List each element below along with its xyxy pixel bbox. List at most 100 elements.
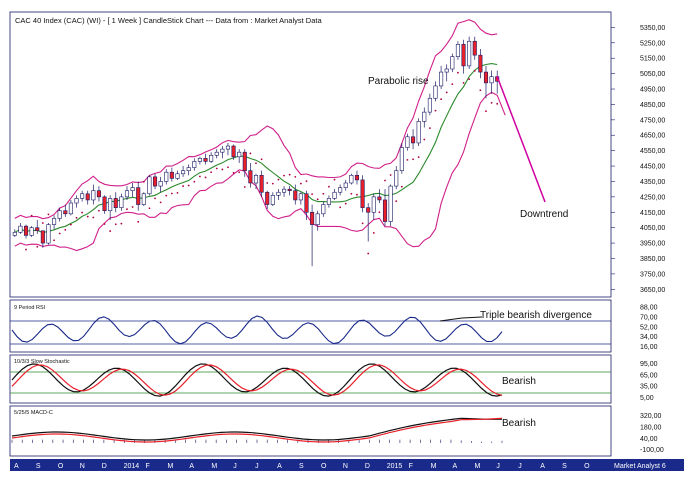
candle (68, 199, 73, 216)
candle-body-up (181, 170, 186, 175)
candle-body-up (321, 204, 326, 215)
chart-title: CAC 40 Index (CAC) (WI) - [ 1 Week ] Can… (15, 16, 322, 25)
candle (130, 183, 135, 197)
candle-body-up (214, 151, 219, 156)
indicator-tick-label: 65,00 (640, 372, 658, 379)
psar-dot (384, 179, 386, 182)
price-tick-label: 4150,00 (640, 210, 665, 217)
candle-body-down (136, 187, 141, 205)
psar-dot (496, 102, 499, 105)
psar-dot (137, 220, 140, 223)
psar-dot (311, 193, 313, 195)
indicator-tick-label: 5,00 (640, 395, 654, 402)
date-axis-label: A (540, 463, 545, 470)
date-axis-label: O (58, 463, 64, 470)
annotation-stochastic-bearish: Bearish (502, 376, 536, 387)
date-axis-label: M (167, 463, 173, 470)
price-tick-label: 5150,00 (640, 56, 665, 63)
candle (282, 186, 287, 197)
candle-body-down (96, 190, 101, 198)
candle (354, 170, 360, 185)
candle-body-down (354, 174, 360, 181)
psar-dot (176, 191, 179, 194)
candle-body-down (40, 230, 45, 244)
candle (439, 65, 444, 90)
psar-dot (434, 109, 437, 112)
psar-dot (271, 182, 274, 185)
date-axis-label: M (211, 463, 217, 470)
psar-dot (457, 71, 459, 74)
date-axis-label: J (233, 463, 237, 470)
indicator-tick-label: 40,00 (640, 436, 658, 443)
candle (433, 81, 438, 102)
candle (422, 107, 427, 128)
candle (209, 152, 214, 163)
candle (298, 192, 303, 205)
date-axis-label: F (409, 463, 413, 470)
candle-body-down (478, 54, 483, 73)
date-axis-label: A (453, 463, 458, 470)
psar-dot (339, 206, 342, 209)
psar-dot (266, 182, 269, 184)
psar-dot (47, 213, 50, 216)
psar-dot (479, 89, 482, 92)
psar-dot (232, 171, 235, 174)
date-axis-label: F (146, 463, 150, 470)
annotation-parabolic-rise: Parabolic rise (368, 76, 429, 87)
candle-body-down (248, 170, 253, 184)
date-axis-label: N (80, 463, 85, 470)
candle-body-up (298, 193, 303, 201)
price-tick-label: 4050,00 (640, 225, 665, 232)
candle-body-up (439, 71, 444, 87)
candle (388, 184, 393, 227)
candle-body-up (46, 224, 51, 244)
candle-body-down (366, 207, 371, 213)
price-tick-label: 4850,00 (640, 102, 665, 109)
psar-dot (98, 209, 100, 212)
candle (220, 146, 225, 159)
psar-dot (103, 223, 106, 225)
candle-body-up (416, 121, 421, 144)
candle-body-up (141, 193, 146, 205)
price-tick-label: 3750,00 (640, 271, 665, 278)
rsi-axis: 88,00 70,00 52,00 34,00 16,00 (640, 304, 658, 351)
date-axis: A S O N D 2014 F M A M J J A S O N D 2015 F M A M J J A S O (14, 463, 590, 470)
candle (147, 175, 152, 196)
candle (287, 186, 292, 196)
candle (349, 173, 354, 185)
psar-dot (473, 69, 476, 72)
date-axis-label: J (255, 463, 259, 470)
price-tick-label: 3650,00 (640, 287, 665, 294)
indicator-tick-label: 180,00 (640, 424, 662, 431)
date-axis-label: J (496, 463, 500, 470)
psar-dot (36, 245, 39, 248)
psar-dot (41, 222, 44, 224)
candle (46, 223, 51, 245)
macd-line (11, 417, 503, 441)
candle-body-up (349, 174, 354, 184)
candle-body-down (259, 174, 264, 193)
candle-body-up (332, 191, 337, 199)
candle (461, 39, 466, 74)
stochastic-axis: 95,00 65,00 35,00 5,00 (640, 361, 658, 402)
candle-body-up (343, 182, 348, 188)
candle-body-up (237, 151, 242, 158)
psar-dot (428, 127, 431, 130)
candle-body-up (427, 97, 432, 113)
candle-body-up (108, 198, 113, 212)
price-tick-label: 4350,00 (640, 179, 665, 186)
candle-body-down (265, 191, 270, 205)
rsi-line (11, 315, 503, 345)
psar-dot (120, 222, 123, 225)
candle (169, 167, 174, 182)
candle-body-up (68, 202, 73, 215)
candle (253, 173, 259, 190)
psar-dot (249, 152, 252, 155)
price-tick-label: 4550,00 (640, 148, 665, 155)
candle (186, 164, 191, 176)
candle-body-down (102, 196, 107, 212)
psar-dot (221, 168, 224, 171)
psar-dot (283, 174, 285, 177)
candle (225, 142, 230, 156)
date-axis-label: O (321, 463, 327, 470)
